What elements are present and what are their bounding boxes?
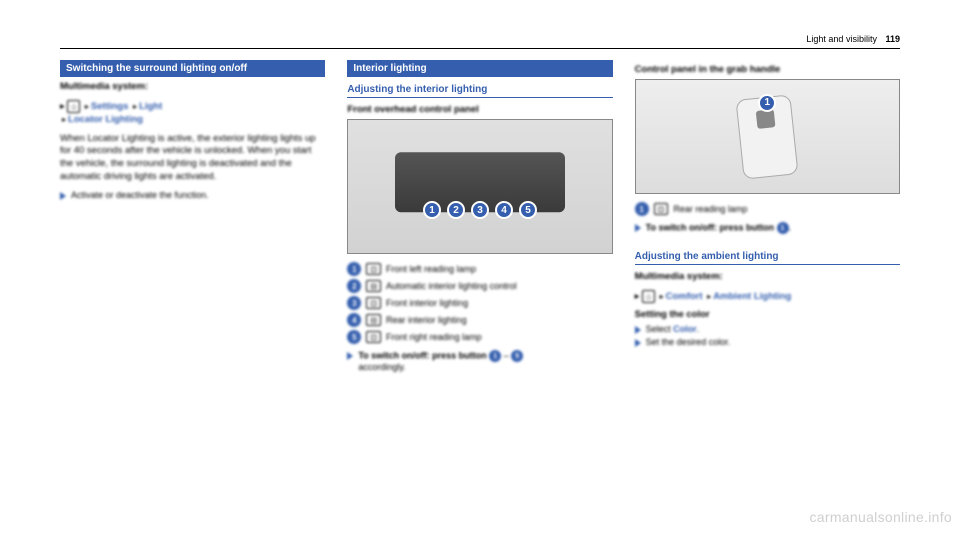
legend-4: 4 ⊟ Rear interior lighting: [347, 313, 612, 327]
triangle-bullet-icon: [347, 352, 353, 360]
surround-description: When Locator Lighting is active, the ext…: [60, 133, 325, 184]
subsection-adjusting: Adjusting the interior lighting: [347, 81, 612, 98]
key-icon: ⊡: [654, 203, 669, 215]
section-head-surround: Switching the surround lighting on/off: [60, 60, 325, 77]
multimedia-label-2: Multimedia system:: [635, 271, 900, 284]
manual-page: Light and visibility 119 Switching the s…: [0, 0, 960, 533]
header-rule: [60, 48, 900, 49]
content-columns: Switching the surround lighting on/off M…: [60, 36, 900, 375]
action-row: Activate or deactivate the function.: [60, 190, 325, 200]
triangle-bullet-icon: [635, 326, 641, 334]
callout-4: 4: [495, 201, 513, 219]
action-text: Activate or deactivate the function.: [71, 190, 209, 200]
legend-1: 1 ⊡ Front left reading lamp: [347, 262, 612, 276]
legend-5: 5 ⊡ Front right reading lamp: [347, 330, 612, 344]
triangle-bullet-icon: [635, 339, 641, 347]
overhead-panel-figure: 1 2 3 4 5: [347, 119, 612, 254]
set-color-text: Set the desired color.: [646, 337, 731, 347]
section-head-interior: Interior lighting: [347, 60, 612, 77]
grab-handle-label: Control panel in the grab handle: [635, 64, 900, 75]
section-title: Light and visibility: [806, 34, 877, 44]
legend-num-icon: 3: [347, 296, 361, 310]
select-color-row: Select Color.: [635, 324, 900, 334]
page-number: 119: [885, 34, 900, 44]
key-icon: ⊡: [366, 297, 381, 309]
column-3: Control panel in the grab handle 1 1 ⊡ R…: [635, 60, 900, 375]
home-icon: ⌂: [67, 100, 80, 113]
subsection-ambient: Adjusting the ambient lighting: [635, 248, 900, 265]
triangle-bullet-icon: [60, 192, 66, 200]
legend-3: 3 ⊡ Front interior lighting: [347, 296, 612, 310]
key-icon: ⊟: [366, 314, 381, 326]
page-header: Light and visibility 119: [806, 34, 900, 44]
set-color-row: Set the desired color.: [635, 337, 900, 347]
legend-2: 2 ⊟ Automatic interior lighting control: [347, 279, 612, 293]
callout-3: 3: [471, 201, 489, 219]
triangle-bullet-icon: [635, 224, 641, 232]
callout-1: 1: [423, 201, 441, 219]
callout-5: 5: [519, 201, 537, 219]
grab-switch-row: To switch on/off: press button 1.: [635, 222, 900, 234]
legend-num-icon: 4: [347, 313, 361, 327]
switch-row: To switch on/off: press button 1 – 5 acc…: [347, 350, 612, 372]
grab-switch-text: To switch on/off: press button 1.: [646, 222, 791, 234]
key-icon: ⊡: [366, 263, 381, 275]
legend-num-icon: 2: [347, 279, 361, 293]
multimedia-label: Multimedia system:: [60, 81, 325, 94]
nav-path: ▸ ⌂ ▸Settings ▸Light ▸Locator Lighting: [60, 100, 325, 127]
key-icon: ⊡: [366, 331, 381, 343]
switch-text: To switch on/off: press button 1 – 5 acc…: [358, 350, 523, 372]
setting-color-head: Setting the color: [635, 309, 900, 320]
callout-2: 2: [447, 201, 465, 219]
nav-path-ambient: ▸ ⌂ ▸Comfort ▸Ambient Lighting: [635, 290, 900, 303]
grab-legend-1: 1 ⊡ Rear reading lamp: [635, 202, 900, 216]
key-icon: ⊟: [366, 280, 381, 292]
control-callouts: 1 2 3 4 5: [423, 201, 537, 219]
column-2: Interior lighting Adjusting the interior…: [347, 60, 612, 375]
grab-handle-figure: 1: [635, 79, 900, 194]
panel-label: Front overhead control panel: [347, 104, 612, 115]
home-icon: ⌂: [642, 290, 655, 303]
column-1: Switching the surround lighting on/off M…: [60, 60, 325, 375]
callout-1: 1: [758, 94, 776, 112]
watermark: carmanualsonline.info: [810, 509, 953, 525]
legend-num-icon: 1: [347, 262, 361, 276]
legend-num-icon: 5: [347, 330, 361, 344]
select-color-text: Select Color.: [646, 324, 700, 334]
legend-num-icon: 1: [635, 202, 649, 216]
